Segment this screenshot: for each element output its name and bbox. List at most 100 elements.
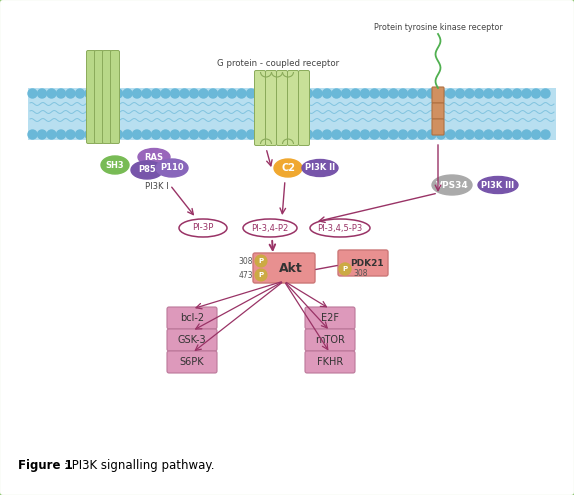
Circle shape (161, 89, 170, 98)
Circle shape (47, 130, 56, 139)
Text: P: P (258, 258, 263, 264)
Circle shape (446, 89, 455, 98)
FancyBboxPatch shape (167, 329, 217, 351)
Circle shape (37, 130, 46, 139)
FancyBboxPatch shape (277, 70, 288, 146)
Circle shape (180, 89, 189, 98)
Ellipse shape (432, 175, 472, 195)
Ellipse shape (156, 159, 188, 177)
Circle shape (370, 89, 379, 98)
Circle shape (513, 130, 522, 139)
Circle shape (95, 89, 103, 98)
Circle shape (56, 89, 65, 98)
Circle shape (246, 130, 255, 139)
Circle shape (285, 89, 293, 98)
FancyBboxPatch shape (305, 329, 355, 351)
Circle shape (170, 130, 180, 139)
Circle shape (275, 89, 284, 98)
Ellipse shape (243, 219, 297, 237)
Ellipse shape (101, 156, 129, 174)
Circle shape (522, 89, 531, 98)
Circle shape (398, 89, 408, 98)
Circle shape (332, 130, 341, 139)
Circle shape (28, 130, 37, 139)
Circle shape (208, 89, 218, 98)
Circle shape (85, 89, 94, 98)
Circle shape (484, 89, 493, 98)
Text: S6PK: S6PK (180, 357, 204, 367)
Circle shape (389, 130, 398, 139)
Circle shape (323, 89, 332, 98)
Circle shape (275, 130, 284, 139)
FancyBboxPatch shape (167, 351, 217, 373)
Circle shape (360, 130, 370, 139)
Text: mTOR: mTOR (315, 335, 345, 345)
Circle shape (408, 89, 417, 98)
Circle shape (456, 89, 464, 98)
Text: 473: 473 (238, 270, 253, 280)
Circle shape (104, 130, 113, 139)
Circle shape (503, 130, 512, 139)
Text: PI3K II: PI3K II (305, 163, 335, 172)
Circle shape (313, 89, 322, 98)
Circle shape (76, 130, 84, 139)
Circle shape (133, 130, 142, 139)
Circle shape (339, 263, 351, 275)
Circle shape (417, 130, 426, 139)
Ellipse shape (310, 219, 370, 237)
Text: SH3: SH3 (106, 160, 125, 169)
Text: PI-3,4-P2: PI-3,4-P2 (251, 224, 289, 233)
Circle shape (227, 130, 236, 139)
Ellipse shape (302, 159, 338, 177)
Circle shape (475, 130, 483, 139)
Bar (28, 88, 556, 140)
Circle shape (95, 130, 103, 139)
Circle shape (152, 130, 161, 139)
Circle shape (360, 89, 370, 98)
Circle shape (351, 130, 360, 139)
Circle shape (161, 130, 170, 139)
FancyBboxPatch shape (432, 103, 444, 119)
Circle shape (304, 89, 312, 98)
Circle shape (123, 130, 132, 139)
Circle shape (255, 269, 267, 281)
Text: VPS34: VPS34 (436, 181, 468, 190)
Circle shape (199, 130, 208, 139)
Circle shape (208, 130, 218, 139)
Circle shape (294, 89, 303, 98)
Circle shape (427, 89, 436, 98)
Circle shape (189, 130, 199, 139)
Text: C2: C2 (281, 163, 295, 173)
Circle shape (237, 130, 246, 139)
Circle shape (114, 130, 122, 139)
Circle shape (446, 130, 455, 139)
Text: P: P (343, 266, 348, 272)
Ellipse shape (274, 159, 302, 177)
Circle shape (389, 89, 398, 98)
Circle shape (494, 130, 502, 139)
Circle shape (199, 89, 208, 98)
Text: PI-3,4,5-P3: PI-3,4,5-P3 (317, 224, 363, 233)
Circle shape (47, 89, 56, 98)
Text: P85: P85 (138, 165, 156, 175)
Circle shape (436, 89, 445, 98)
Circle shape (256, 130, 265, 139)
Text: bcl-2: bcl-2 (180, 313, 204, 323)
Circle shape (218, 89, 227, 98)
Circle shape (370, 130, 379, 139)
Circle shape (37, 89, 46, 98)
Circle shape (104, 89, 113, 98)
Circle shape (342, 130, 351, 139)
Ellipse shape (138, 148, 170, 165)
FancyBboxPatch shape (266, 70, 277, 146)
FancyBboxPatch shape (432, 87, 444, 103)
Circle shape (427, 130, 436, 139)
Circle shape (332, 89, 341, 98)
Text: Figure 1: Figure 1 (18, 458, 73, 472)
Circle shape (465, 89, 474, 98)
Circle shape (76, 89, 84, 98)
Circle shape (246, 89, 255, 98)
FancyBboxPatch shape (253, 253, 315, 283)
Circle shape (227, 89, 236, 98)
Circle shape (398, 130, 408, 139)
